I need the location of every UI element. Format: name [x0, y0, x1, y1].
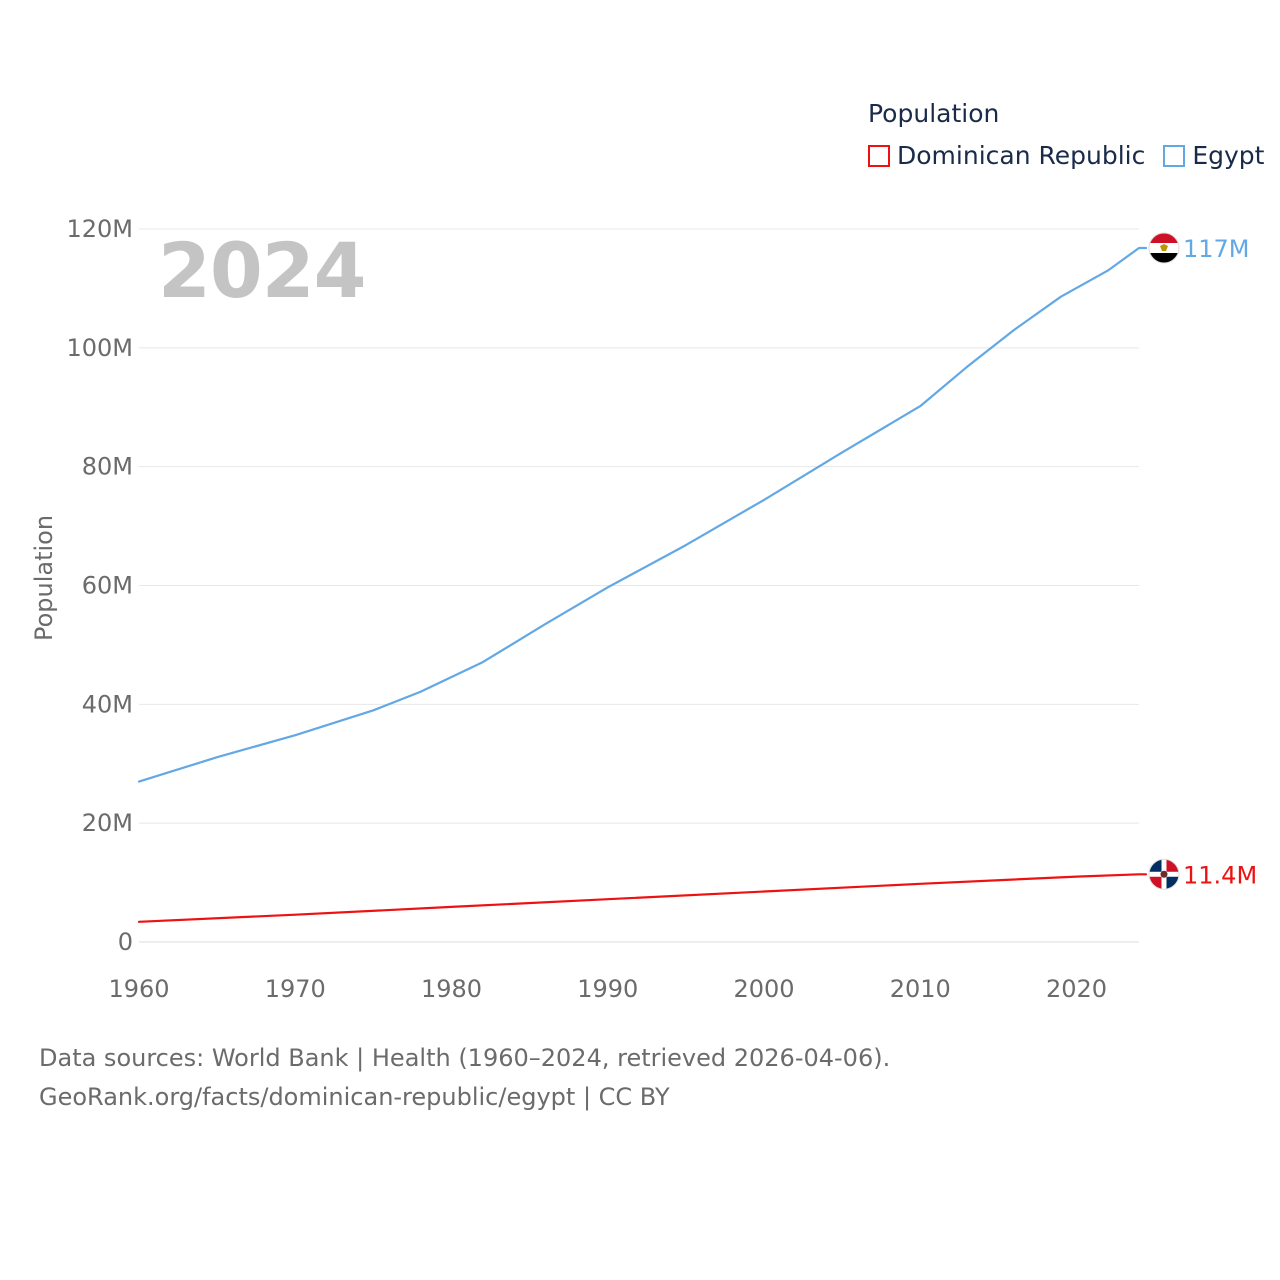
- legend-swatch-egypt: [1163, 144, 1186, 167]
- current-year-label: 2024: [158, 226, 367, 315]
- y-tick-label: 60M: [82, 572, 133, 600]
- end-value-label-dominican-republic: 11.4M: [1183, 861, 1257, 889]
- legend-item-dominican-republic[interactable]: Dominican Republic: [868, 141, 1145, 170]
- y-tick-label: 20M: [82, 809, 133, 837]
- x-tick-label: 2020: [1046, 975, 1107, 1003]
- flag-icon-egypt: [1148, 232, 1180, 264]
- legend-label: Dominican Republic: [897, 141, 1146, 170]
- y-tick-label: 80M: [82, 453, 133, 481]
- x-tick-label: 1980: [421, 975, 482, 1003]
- legend-title: Population: [868, 99, 1000, 128]
- legend-label: Egypt: [1192, 141, 1265, 170]
- y-tick-label: 100M: [66, 334, 133, 362]
- series-lines: [137, 246, 1148, 923]
- y-tick-label: 0: [118, 928, 133, 956]
- series-line-egypt[interactable]: [137, 246, 1148, 783]
- series-end-labels: 117M 11.4M: [1148, 232, 1257, 890]
- x-tick-label: 1990: [577, 975, 638, 1003]
- x-tick-label: 1970: [265, 975, 326, 1003]
- legend-swatch-dominican-republic: [868, 144, 890, 167]
- x-tick-label: 1960: [108, 975, 169, 1003]
- end-value-label-egypt: 117M: [1183, 235, 1250, 263]
- y-axis-title: Population: [30, 515, 58, 641]
- x-tick-label: 2010: [890, 975, 951, 1003]
- grid-lines: [139, 228, 1139, 943]
- footer-sources: Data sources: World Bank | Health (1960–…: [39, 1044, 891, 1072]
- x-tick-label: 2000: [733, 975, 794, 1003]
- x-axis-ticks: 1960 1970 1980 1990 2000 2010 2020: [108, 975, 1107, 1003]
- y-tick-label: 40M: [82, 690, 133, 718]
- series-line-dominican-republic[interactable]: [137, 873, 1148, 923]
- legend: Dominican Republic Egypt: [868, 141, 1280, 170]
- footer-attribution[interactable]: GeoRank.org/facts/dominican-republic/egy…: [39, 1083, 670, 1111]
- flag-icon-dominican-republic: [1148, 858, 1180, 890]
- y-tick-label: 120M: [66, 215, 133, 243]
- legend-item-egypt[interactable]: Egypt: [1163, 141, 1264, 170]
- y-axis-ticks: 0 20M 40M 60M 80M 100M 120M: [66, 215, 133, 956]
